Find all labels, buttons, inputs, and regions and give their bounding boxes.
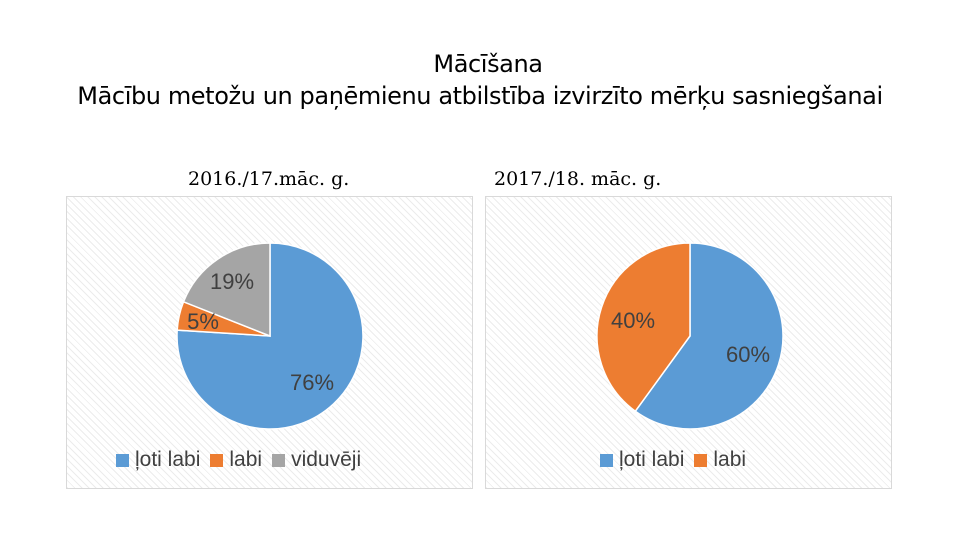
slide-title: Mācīšana [433, 50, 543, 78]
legend-item-loti-labi: ļoti labi [600, 448, 684, 472]
legend-2017: ļoti labi labi [600, 448, 756, 472]
data-label-0-0: 76% [290, 370, 334, 395]
pie-slice-1-0 [634, 242, 784, 430]
legend-swatch-viduveji [272, 453, 286, 467]
legend-label-labi: labi [229, 448, 263, 471]
pie-slice-0-0 [176, 242, 364, 430]
chart-title-2017: 2017./18. māc. g. [494, 168, 662, 190]
legend-swatch-labi [694, 453, 708, 467]
data-label-1-0: 60% [726, 342, 770, 367]
legend-swatch-labi [210, 453, 224, 467]
legend-swatch-loti-labi [116, 453, 129, 467]
legend-item-labi: labi [694, 448, 746, 472]
pie-slice-1-1 [596, 242, 691, 413]
data-label-1-1: 40% [611, 308, 655, 333]
legend-swatch-loti-labi [600, 453, 613, 467]
legend-label-labi: labi [713, 448, 747, 471]
legend-item-labi: labi [210, 448, 262, 472]
pie-slice-0-2 [182, 242, 271, 338]
data-label-0-1: 5% [187, 309, 219, 334]
legend-2016: ļoti labi labi viduvēji [116, 448, 371, 472]
legend-label-viduveji: viduvēji [291, 448, 362, 471]
legend-label-loti-labi: ļoti labi [135, 448, 201, 471]
data-label-0-2: 19% [210, 269, 254, 294]
chart-title-2016: 2016./17.māc. g. [188, 168, 350, 190]
slide-subtitle: Mācību metožu un paņēmienu atbilstība iz… [77, 82, 883, 110]
legend-item-loti-labi: ļoti labi [116, 448, 200, 472]
legend-item-viduveji: viduvēji [272, 448, 361, 472]
slide-title-block: Mācīšana Mācību metožu un paņēmienu atbi… [0, 48, 960, 112]
legend-label-loti-labi: ļoti labi [619, 448, 685, 471]
